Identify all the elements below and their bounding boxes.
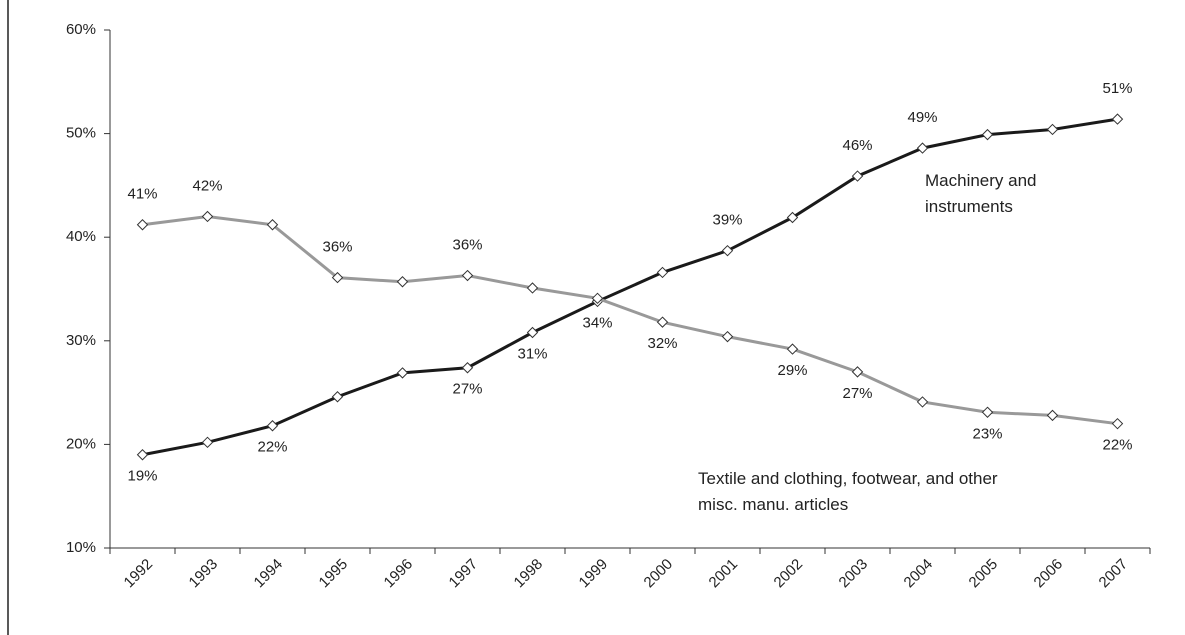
x-tick-label: 2003 [836,556,872,592]
x-tick-label: 1992 [121,556,157,592]
y-tick-label: 30% [66,332,96,349]
x-tick-label: 1995 [316,556,352,592]
point-marker [1046,123,1059,136]
series-line [142,117,1118,457]
y-tick-label: 50% [66,125,96,142]
data-label: 29% [777,362,807,379]
data-label: 39% [712,212,742,229]
point-marker [136,449,149,461]
data-label: 22% [257,439,287,456]
data-label: 36% [452,237,482,254]
point-marker [721,330,734,343]
point-marker [526,326,539,339]
point-marker [1111,113,1124,125]
series-annotation: Machinery and instruments [925,171,1037,216]
data-label: 31% [517,345,547,362]
data-label: 36% [322,239,352,256]
point-marker [396,276,409,288]
y-tick-label: 20% [66,435,96,452]
point-marker [916,396,929,408]
point-marker [266,219,279,231]
point-marker [981,406,994,418]
point-marker [461,362,474,374]
y-tick-label: 60% [66,21,96,38]
x-tick-label: 1996 [381,556,417,592]
x-tick-label: 1999 [576,556,612,592]
series-line [142,214,1118,426]
point-marker [786,211,799,224]
x-tick-label: 1998 [511,556,547,592]
point-marker [1111,417,1124,430]
point-marker [136,219,149,231]
point-marker [331,271,344,284]
point-marker [916,142,929,154]
point-marker [526,282,539,294]
x-tick-label: 2007 [1096,556,1132,592]
point-marker [721,244,734,257]
point-marker [266,420,279,432]
x-tick-label: 1993 [186,556,222,592]
x-tick-label: 2004 [901,556,937,592]
point-marker [331,391,344,403]
x-tick-label: 2005 [966,556,1002,592]
data-label: 27% [842,385,872,402]
x-tick-label: 1994 [251,556,287,592]
x-tick-label: 2006 [1031,556,1067,592]
data-label: 19% [127,468,157,485]
data-label: 22% [1102,437,1132,454]
point-marker [461,269,474,282]
x-tick-label: 2000 [641,556,677,592]
point-marker [396,367,409,379]
point-marker [201,436,214,449]
data-label: 23% [972,425,1002,442]
point-marker [591,292,604,305]
data-label: 46% [842,137,872,154]
data-label: 34% [582,314,612,331]
point-marker [656,266,669,279]
y-tick-label: 10% [66,539,96,556]
point-marker [1046,409,1059,422]
y-tick-label: 40% [66,228,96,245]
x-tick-label: 1997 [446,556,482,592]
point-marker [656,316,669,328]
x-tick-label: 2002 [771,556,807,592]
data-label: 51% [1102,80,1132,97]
x-tick-label: 2001 [706,556,742,592]
point-marker [201,210,214,223]
data-label: 27% [452,381,482,398]
data-label: 41% [127,186,157,203]
series-annotation: Textile and clothing, footwear, and othe… [698,469,998,514]
data-label: 42% [192,177,222,194]
point-marker [851,366,864,378]
data-label: 49% [907,109,937,126]
point-marker [981,128,994,141]
point-marker [786,343,799,355]
point-marker [851,170,864,182]
data-label: 32% [647,335,677,352]
